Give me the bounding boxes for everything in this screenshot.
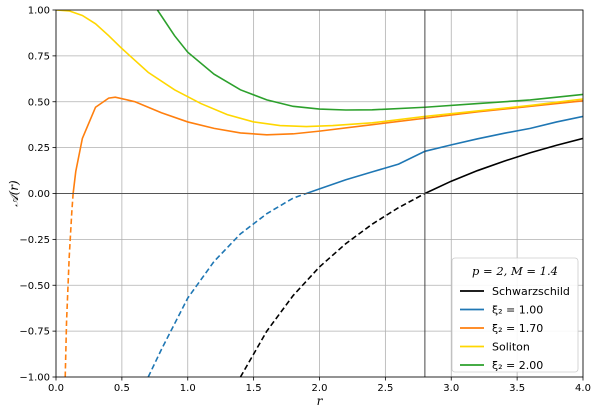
series-line [72, 96, 583, 194]
y-tick-label: 0.25 [28, 143, 50, 154]
y-tick-label: 0.50 [28, 97, 50, 108]
legend-box [451, 257, 579, 373]
reference-lines [56, 10, 583, 377]
series-line [156, 10, 583, 111]
series-1 [147, 115, 583, 377]
legend-entry-label: Schwarzschild [492, 285, 570, 298]
series-line [306, 115, 583, 195]
series-line-dashed [239, 192, 426, 377]
y-tick-label: −0.25 [19, 235, 50, 246]
legend: p = 2, M = 1.4 Schwarzschild ξ₂ = 1.00 ξ₂ =… [451, 257, 579, 373]
y-tick-label: 0.00 [28, 189, 50, 200]
x-tick-label: 2.0 [312, 383, 328, 394]
series-4 [156, 10, 583, 111]
series-line-dashed [64, 193, 74, 377]
legend-entry-label: Soliton [492, 341, 530, 354]
series-0 [239, 137, 583, 377]
legend-entry-label: ξ₂ = 1.70 [492, 322, 543, 335]
y-tick-label: −0.75 [19, 327, 50, 338]
x-axis-label: r [317, 394, 324, 408]
y-tick-label: 0.75 [28, 51, 50, 62]
x-tick-label: 3.5 [509, 383, 525, 394]
x-tick-label: 2.5 [377, 383, 393, 394]
x-tick-label: 4.0 [575, 383, 591, 394]
y-tick-label: −1.00 [19, 373, 50, 384]
x-tick-label: 0.0 [48, 383, 64, 394]
x-tick-label: 0.5 [114, 383, 130, 394]
legend-entry-label: ξ₂ = 2.00 [492, 359, 543, 372]
series-line [424, 137, 583, 195]
y-axis-label: 𝒜(r) [7, 180, 21, 207]
series-line-dashed [147, 192, 307, 377]
x-tick-label: 3.0 [443, 383, 459, 394]
y-tick-label: −0.50 [19, 281, 50, 292]
legend-title: p = 2, M = 1.4 [472, 264, 558, 278]
y-tick-label: 1.00 [28, 6, 50, 17]
ticks: 0.0 0.5 1.0 1.5 2.0 2.5 3.0 3.5 4.0 −1.00 −0.75 −0.… [19, 6, 591, 395]
legend-entry-label: ξ₂ = 1.00 [492, 304, 543, 317]
x-tick-label: 1.5 [246, 383, 262, 394]
x-tick-label: 1.0 [180, 383, 196, 394]
